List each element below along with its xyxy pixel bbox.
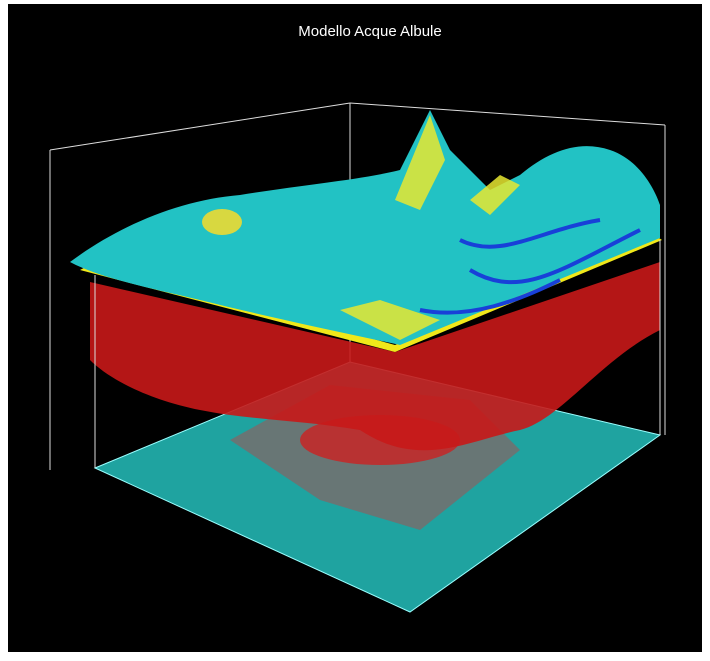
yellow-hill <box>202 209 242 235</box>
chart: Modello Acque Albule <box>0 0 710 661</box>
chart-title: Modello Acque Albule <box>298 23 441 40</box>
page: Modello Acque Albule (() => { const data… <box>0 0 710 661</box>
